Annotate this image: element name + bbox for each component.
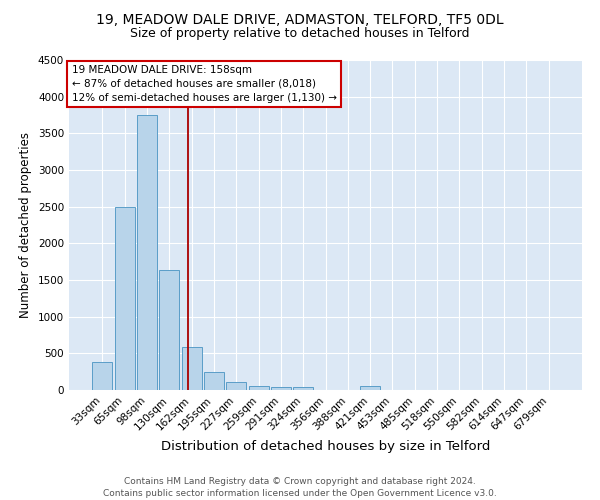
Bar — [159, 270, 179, 390]
Bar — [293, 386, 313, 390]
Bar — [204, 372, 224, 390]
Bar — [271, 386, 291, 390]
Bar — [182, 348, 202, 390]
Bar — [137, 115, 157, 390]
Bar — [226, 382, 246, 390]
Bar — [360, 386, 380, 390]
Bar — [248, 386, 269, 390]
Text: Size of property relative to detached houses in Telford: Size of property relative to detached ho… — [130, 28, 470, 40]
Text: 19 MEADOW DALE DRIVE: 158sqm
← 87% of detached houses are smaller (8,018)
12% of: 19 MEADOW DALE DRIVE: 158sqm ← 87% of de… — [71, 65, 337, 103]
Bar — [115, 206, 135, 390]
Text: 19, MEADOW DALE DRIVE, ADMASTON, TELFORD, TF5 0DL: 19, MEADOW DALE DRIVE, ADMASTON, TELFORD… — [96, 12, 504, 26]
Bar — [92, 362, 112, 390]
Text: Contains HM Land Registry data © Crown copyright and database right 2024.
Contai: Contains HM Land Registry data © Crown c… — [103, 476, 497, 498]
Y-axis label: Number of detached properties: Number of detached properties — [19, 132, 32, 318]
X-axis label: Distribution of detached houses by size in Telford: Distribution of detached houses by size … — [161, 440, 490, 453]
